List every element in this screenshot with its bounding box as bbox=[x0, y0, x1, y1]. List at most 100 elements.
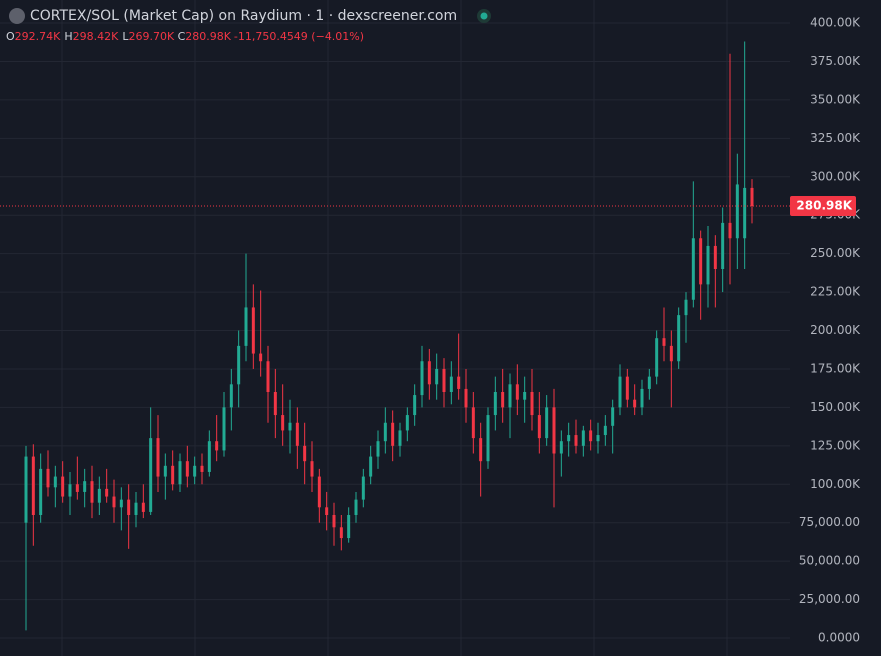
legend-key: C bbox=[178, 30, 186, 43]
candle-body bbox=[259, 353, 263, 362]
candle-body bbox=[237, 345, 241, 385]
candle-body bbox=[134, 502, 138, 515]
candle-body bbox=[552, 407, 556, 454]
candle-body bbox=[156, 438, 160, 477]
legend-value: 269.70K bbox=[129, 30, 175, 43]
candle-body bbox=[567, 435, 571, 442]
y-tick-label: 150.00K bbox=[810, 400, 861, 414]
y-tick-label: 225.00K bbox=[810, 285, 861, 299]
y-tick-label: 100.00K bbox=[810, 477, 861, 491]
y-tick-label: 400.00K bbox=[810, 16, 861, 30]
candle-body bbox=[464, 388, 468, 408]
candle-body bbox=[68, 484, 72, 497]
candle-body bbox=[39, 468, 43, 515]
candle-body bbox=[332, 515, 336, 528]
candle-body bbox=[743, 187, 747, 239]
candle-body bbox=[647, 376, 651, 389]
candle-body bbox=[354, 499, 358, 515]
candle-body bbox=[178, 461, 182, 485]
candle-body bbox=[149, 438, 153, 512]
candle-body bbox=[310, 461, 314, 477]
ohlc-legend: O292.74K H298.42K L269.70K C280.98K -11,750.… bbox=[6, 30, 364, 43]
y-tick-label: 75,000.00 bbox=[799, 515, 860, 529]
y-tick-label: 325.00K bbox=[810, 131, 861, 145]
candle-body bbox=[589, 430, 593, 442]
candle-body bbox=[471, 407, 475, 439]
last-price-tag bbox=[790, 195, 856, 216]
candle-body bbox=[112, 496, 116, 508]
candle-body bbox=[633, 399, 637, 408]
overlay: 0.0000 25,000.00 50,000.00 75,000.00 100.00K… bbox=[0, 16, 861, 645]
y-tick-label: 200.00K bbox=[810, 323, 861, 337]
candle-body bbox=[295, 422, 299, 446]
candle-body bbox=[669, 345, 673, 362]
candle-body bbox=[31, 456, 35, 515]
legend-key: L bbox=[122, 30, 129, 43]
candle-body bbox=[735, 184, 739, 239]
candle-body bbox=[75, 484, 79, 492]
legend-value: 280.98K bbox=[185, 30, 231, 43]
candle-body bbox=[493, 392, 497, 416]
candle-body bbox=[508, 384, 512, 408]
candle-body bbox=[325, 507, 329, 515]
y-tick-label: 350.00K bbox=[810, 92, 861, 106]
candle-body bbox=[163, 465, 167, 477]
candle-body bbox=[625, 376, 629, 400]
legend-change: -11,750.4549 (−4.01%) bbox=[234, 30, 364, 43]
y-tick-label: 250.00K bbox=[810, 246, 861, 260]
candle-body bbox=[750, 187, 754, 206]
candle-body bbox=[442, 368, 446, 392]
candle-body bbox=[413, 395, 417, 416]
candle-body bbox=[537, 415, 541, 439]
candle-body bbox=[677, 315, 681, 362]
candle-body bbox=[90, 481, 94, 503]
candle-body bbox=[97, 488, 101, 503]
y-tick-label: 25,000.00 bbox=[799, 592, 860, 606]
y-tick-label: 50,000.00 bbox=[799, 554, 860, 568]
y-tick-label: 175.00K bbox=[810, 361, 861, 375]
candle-body bbox=[427, 361, 431, 385]
status-dot bbox=[480, 12, 488, 20]
last-price-label: 280.98K bbox=[796, 198, 852, 212]
candle-body bbox=[486, 415, 490, 462]
candle-body bbox=[244, 307, 248, 346]
candle-body bbox=[171, 465, 175, 485]
candle-body bbox=[361, 476, 365, 500]
candle-body bbox=[127, 499, 131, 515]
candle-body bbox=[611, 407, 615, 426]
candle-body bbox=[655, 338, 659, 377]
legend-value: 292.74K bbox=[15, 30, 61, 43]
candles bbox=[24, 41, 754, 631]
candle-body bbox=[229, 384, 233, 408]
candle-body bbox=[640, 388, 644, 408]
candle-body bbox=[662, 338, 666, 346]
candle-body bbox=[193, 465, 197, 477]
candle-body bbox=[83, 481, 87, 492]
candle-body bbox=[369, 456, 373, 477]
candle-body bbox=[266, 361, 270, 392]
candle-body bbox=[339, 527, 343, 539]
candle-body bbox=[185, 461, 189, 477]
legend-key: H bbox=[64, 30, 72, 43]
candle-body bbox=[391, 422, 395, 446]
candle-body bbox=[207, 441, 211, 472]
candle-body bbox=[383, 422, 387, 442]
candle-body bbox=[596, 435, 600, 442]
grid bbox=[0, 0, 790, 656]
candle-body bbox=[53, 476, 57, 488]
candle-body bbox=[215, 441, 219, 451]
candle-body bbox=[515, 384, 519, 400]
candle-body bbox=[273, 392, 277, 416]
candle-body bbox=[618, 376, 622, 408]
candle-body bbox=[721, 222, 725, 269]
candle-body bbox=[479, 438, 483, 462]
candle-body bbox=[222, 407, 226, 451]
candle-body bbox=[449, 376, 453, 392]
candle-body bbox=[281, 415, 285, 431]
candle-body bbox=[105, 488, 109, 497]
candle-body bbox=[435, 368, 439, 385]
candle-body bbox=[581, 430, 585, 446]
candle-body bbox=[545, 407, 549, 439]
